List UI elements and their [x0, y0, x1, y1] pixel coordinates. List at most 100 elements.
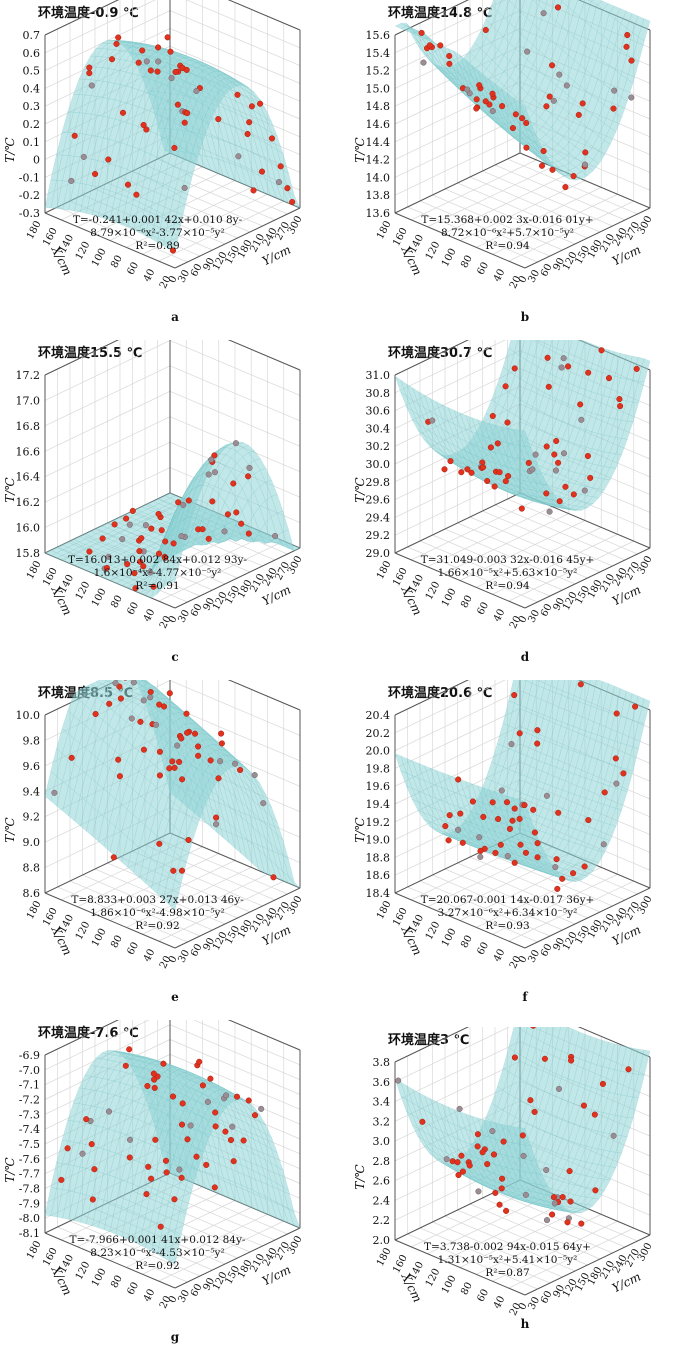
data-point: [616, 396, 623, 403]
data-point: [248, 103, 255, 110]
z-tick-label: 3.0: [373, 1135, 391, 1148]
y-axis-label: Y/cm: [610, 923, 643, 949]
data-point: [119, 109, 127, 116]
y-tick-label: 0: [517, 614, 530, 625]
data-point: [140, 121, 147, 129]
data-point: [172, 68, 179, 76]
data-point: [207, 1075, 214, 1082]
y-tick-label: 30: [176, 948, 192, 964]
equation-line-1: T=20.067-0.001 14x-0.017 36y+: [420, 894, 595, 906]
data-point: [480, 464, 487, 471]
data-point: [203, 1161, 210, 1168]
data-point: [180, 501, 187, 508]
data-point: [580, 1102, 587, 1109]
data-point: [577, 401, 584, 408]
y-tick-label: 60: [539, 262, 555, 278]
data-point: [158, 527, 165, 534]
data-point: [610, 105, 617, 112]
y-axis-label: Y/cm: [610, 583, 643, 609]
data-point: [240, 1137, 247, 1144]
z-axis-label: T/℃: [353, 477, 367, 503]
x-tick-label: 180: [375, 1246, 394, 1268]
data-point: [554, 885, 561, 892]
fitted-surface: [394, 1027, 651, 1214]
z-tick-label: 16.0: [16, 522, 41, 535]
r-squared: R²=0.94: [485, 580, 530, 592]
data-point: [152, 1136, 159, 1143]
y-tick-label: 30: [526, 268, 542, 284]
data-point: [550, 97, 557, 104]
data-point: [582, 149, 589, 156]
data-point: [522, 849, 529, 856]
data-point: [503, 1207, 510, 1214]
data-point: [468, 469, 475, 476]
data-point: [456, 1105, 463, 1112]
data-point: [476, 834, 483, 841]
data-point: [553, 856, 560, 863]
y-tick-label: 30: [526, 1295, 542, 1311]
x-tick-label: 40: [142, 947, 158, 963]
chart-title: 环境温度3 ℃: [388, 1033, 470, 1048]
data-point: [154, 68, 161, 75]
y-tick-label: 60: [539, 602, 555, 618]
z-tick-label: 9.0: [23, 836, 41, 849]
data-point: [624, 31, 631, 39]
data-point: [623, 43, 630, 50]
data-point: [534, 740, 541, 747]
y-tick-label: 0: [167, 1294, 180, 1305]
data-point: [480, 813, 487, 820]
z-tick-label: 0: [33, 154, 40, 167]
data-point: [175, 499, 182, 506]
data-point: [157, 1223, 164, 1230]
data-point: [511, 692, 518, 699]
data-point: [179, 776, 186, 783]
x-tick-label: 20: [508, 614, 524, 630]
data-point: [549, 62, 556, 69]
data-point: [546, 508, 553, 515]
equation-line-1: T=-0.241+0.001 42x+0.010 8y-: [72, 214, 243, 226]
r-squared: R²=0.89: [135, 240, 180, 252]
data-point: [567, 1198, 574, 1205]
y-axis-label: Y/cm: [260, 583, 293, 609]
data-point: [64, 1145, 71, 1152]
z-tick-label: -0.2: [19, 189, 40, 202]
data-point: [178, 867, 186, 874]
data-point: [509, 817, 516, 824]
fit-equation: T=20.067-0.001 14x-0.017 36y+ 3.27×10⁻⁶x²…: [405, 894, 610, 933]
data-point: [458, 469, 465, 476]
data-point: [193, 87, 200, 95]
data-point: [185, 497, 192, 504]
x-tick-label: 20: [158, 954, 174, 970]
z-tick-label: -7.5: [19, 1138, 40, 1151]
data-point: [227, 1136, 235, 1144]
data-point: [498, 787, 505, 794]
chart-svg: 15.6 15.4 15.2 15.0 14.8 14.6 14.4 14.2 14.0 13.8…: [353, 0, 655, 291]
data-point: [91, 1166, 98, 1173]
z-tick-label: 15.8: [16, 547, 41, 560]
data-point: [142, 522, 149, 529]
y-axis-label: Y/cm: [260, 1263, 293, 1289]
data-point: [527, 1097, 534, 1104]
data-point: [116, 773, 123, 780]
data-point: [551, 1200, 558, 1207]
data-point: [611, 87, 618, 94]
data-point: [559, 1194, 566, 1201]
panel-sublabel: d: [520, 650, 530, 664]
fit-equation: T=16.013+0.002 84x+0.012 93y- 1.6×10⁻⁴x²-…: [55, 554, 260, 593]
chart-panel-h: 环境温度3 ℃ 3.8 3.6 3.4 3.2 3.0 2.8 2.6 2.4 2.2 2.0 T/℃…: [350, 1027, 700, 1367]
fit-equation: T=31.049-0.003 32x-0.016 45y+ 1.66×10⁻⁵x²…: [405, 554, 610, 593]
panel-sublabel: f: [522, 990, 528, 1004]
data-point: [633, 365, 640, 372]
data-point: [484, 1161, 491, 1168]
data-point: [585, 817, 592, 824]
data-point: [128, 715, 135, 722]
data-point: [575, 111, 582, 118]
x-tick-label: 60: [475, 941, 491, 957]
y-tick-label: 300: [636, 1241, 655, 1263]
data-point: [502, 478, 509, 485]
data-point: [524, 48, 531, 55]
chart-panel-d: 环境温度30.7 ℃ 31.0 30.8 30.6 30.4 30.2 30.0 29.8 29…: [350, 340, 700, 680]
equation-line-2: 1.86×10⁻⁶x²-4.98×10⁻⁵y²: [90, 907, 225, 919]
data-point: [178, 735, 185, 742]
data-point: [455, 1171, 462, 1179]
